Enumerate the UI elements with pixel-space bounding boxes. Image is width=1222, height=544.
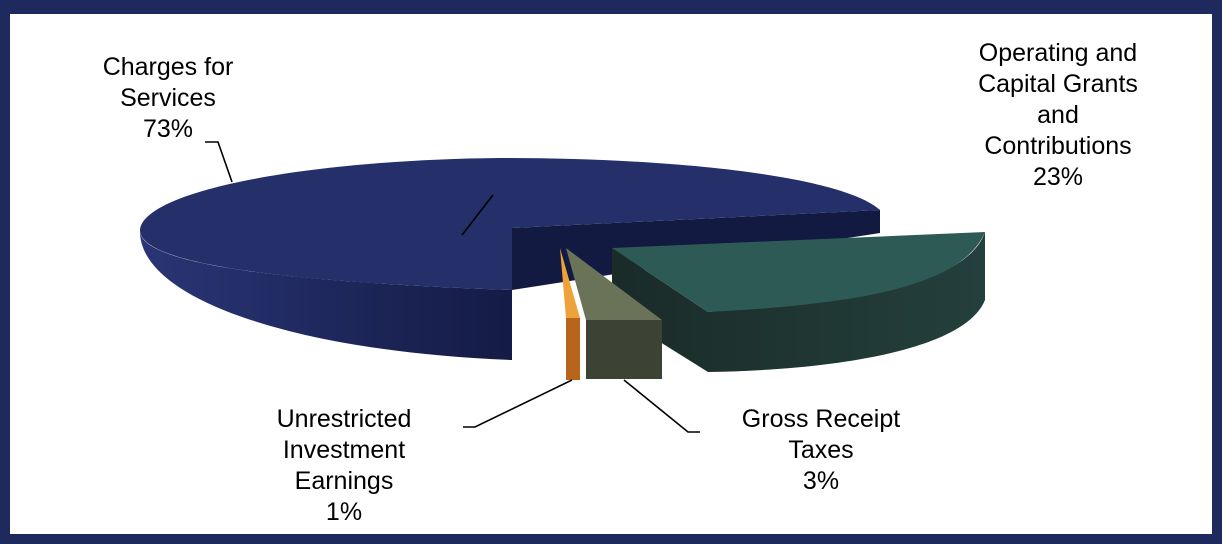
leader-charges-inner: [461, 194, 494, 236]
label-grants-line-1: Operating and: [978, 39, 1138, 67]
slice-gross-side: [586, 320, 662, 379]
slice-grants-side: [612, 232, 985, 372]
label-gross-percent: 3%: [802, 467, 840, 495]
label-charges-line-1: Charges for: [102, 53, 234, 81]
slice-charges-side: [139, 230, 512, 360]
label-unrestricted-percent: 1%: [325, 498, 363, 526]
label-unrestricted-line-2: Investment: [282, 436, 406, 464]
label-operating-and-capital-grants: Operating and Capital Grants and Contrib…: [930, 38, 1186, 193]
label-unrestricted-line-1: Unrestricted: [276, 405, 412, 433]
label-gross-receipt-taxes: Gross Receipt Taxes 3%: [690, 404, 952, 497]
slice-unrestricted-top: [560, 248, 580, 318]
label-gross-line-2: Taxes: [788, 436, 854, 464]
label-gross-line-1: Gross Receipt: [741, 405, 901, 433]
label-grants-line-3: and: [1037, 101, 1079, 129]
slice-charges-top: [140, 158, 880, 290]
slice-gross-receipt-taxes: [566, 248, 662, 379]
leader-gross: [623, 379, 700, 433]
leader-unrestricted: [463, 379, 573, 428]
slice-grants-top: [612, 232, 985, 312]
label-grants-line-4: Contributions: [984, 132, 1132, 160]
label-charges-line-2: Services: [120, 84, 216, 112]
slice-operating-and-capital-grants: [612, 232, 985, 372]
label-grants-percent: 23%: [1032, 163, 1084, 191]
label-charges-percent: 73%: [142, 115, 194, 143]
slice-unrestricted-side: [566, 318, 580, 380]
label-charges-for-services: Charges for Services 73%: [48, 52, 288, 145]
slice-gross-top: [566, 248, 662, 320]
label-grants-line-2: Capital Grants: [978, 70, 1138, 98]
slice-unrestricted-investment-earnings: [560, 248, 580, 380]
label-unrestricted-line-3: Earnings: [294, 467, 394, 495]
label-unrestricted-investment-earnings: Unrestricted Investment Earnings 1%: [226, 404, 462, 528]
leader-charges: [205, 141, 233, 183]
